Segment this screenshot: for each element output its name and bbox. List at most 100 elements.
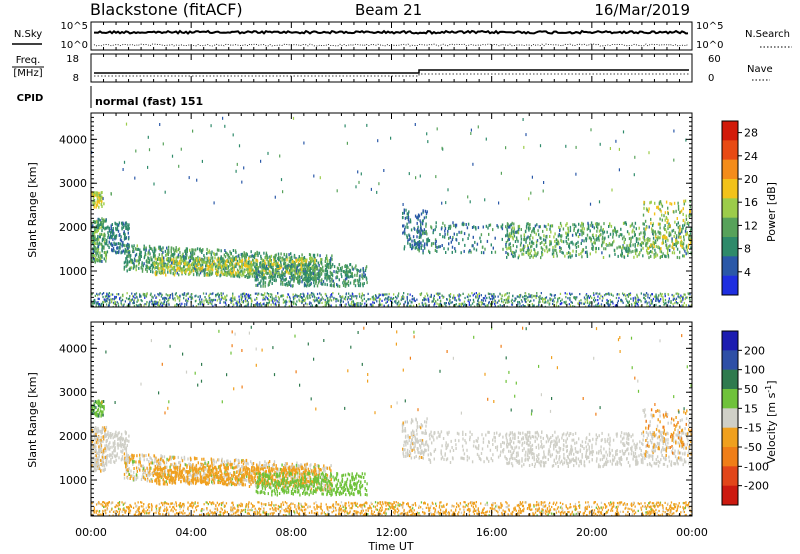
power-cell [304,264,306,268]
power-cell [620,227,622,231]
power-cell [368,298,370,301]
power-cell [443,235,446,239]
power-cell [677,292,679,295]
power-cell [403,245,406,249]
power-cell [415,245,418,249]
power-cell [579,293,581,296]
power-cell [347,280,350,284]
power-cell [110,230,113,234]
power-cell [325,266,328,269]
power-cell [644,301,646,304]
power-cell [668,231,670,235]
power-cell [277,265,280,268]
power-cell [360,304,362,307]
power-cell [598,293,600,296]
power-cell [406,236,408,240]
power-cell [261,273,263,277]
power-cell [478,292,481,295]
power-cell [138,253,141,256]
power-cell [290,267,292,271]
power-cell [621,233,623,237]
power-cell [325,295,328,298]
power-cell [112,227,114,230]
power-cell [225,263,227,267]
power-cell [409,299,411,302]
power-cell [192,248,194,252]
power-cell [329,298,331,301]
power-cell [259,264,261,268]
power-cell [329,270,331,274]
power-cell [320,258,322,261]
power-cell [119,297,121,300]
power-cell [178,260,181,264]
power-cell [413,239,416,242]
power-cell [117,302,119,305]
power-cell [504,301,507,304]
power-cell [195,264,197,268]
power-cell [170,250,172,254]
power-cell [96,236,99,240]
power-cell [188,263,190,267]
power-cell [174,299,176,302]
power-cell [245,255,247,259]
power-cell [529,295,532,298]
power-cell [302,262,304,266]
power-cell [458,302,460,306]
power-cell [133,299,135,302]
power-cell [115,250,117,254]
power-cell [293,260,295,264]
power-cell [345,292,348,295]
power-cell [230,263,232,266]
power-cell [638,298,640,301]
power-cell [569,255,572,259]
power-cell [211,271,214,275]
power-cell [98,297,100,300]
power-cell [186,303,188,306]
power-cell [634,249,636,253]
power-cell [621,247,623,251]
power-cell [246,253,248,257]
power-cell [301,297,303,300]
power-cell [544,249,546,253]
power-cell [309,269,311,273]
power-cell [586,296,588,300]
power-cell [341,275,343,279]
power-cell [115,226,117,230]
power-cell [521,252,523,256]
power-cell [422,251,424,255]
power-cell [652,222,654,226]
power-cell [439,299,442,302]
power-cell [676,302,678,305]
power-cell [384,293,386,296]
power-cell [261,269,263,273]
power-cell [622,245,624,249]
power-cell [344,270,346,274]
power-cell [475,292,477,295]
power-cell [244,299,247,302]
power-cell [655,251,657,255]
power-cell [264,292,266,295]
power-cell [603,294,606,297]
power-cell [595,234,597,238]
power-cell [545,301,547,304]
power-cell [333,270,335,274]
power-cell [648,297,651,300]
power-cell [185,270,187,274]
power-cell [98,195,100,199]
power-cell [266,301,268,305]
power-cell [234,262,236,266]
power-cell [235,265,237,269]
power-cell [375,298,377,301]
power-cell [207,267,210,271]
power-cell [307,269,309,273]
power-cell [251,263,253,267]
power-cell [586,252,588,256]
power-cell [329,258,332,262]
power-cell [425,230,427,234]
power-cell [503,294,506,297]
power-cell [345,284,347,288]
power-cell [449,295,451,298]
power-cell [535,296,537,300]
power-cell [367,298,369,301]
power-cell [106,239,108,243]
